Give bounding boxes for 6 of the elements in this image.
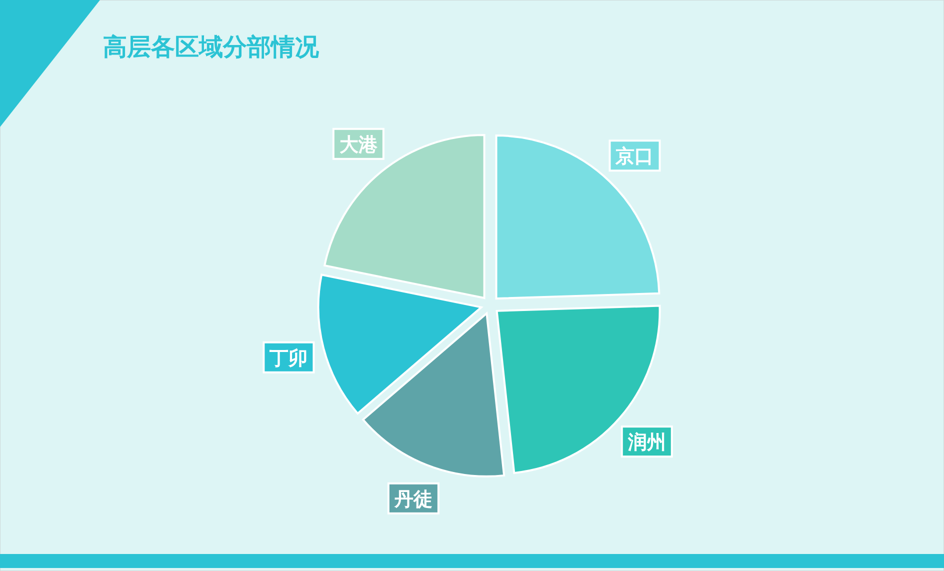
slice-label: 大港 [339, 134, 378, 156]
slice-label: 丁卯 [268, 347, 308, 370]
slice-label: 京口 [614, 146, 654, 168]
chart-title: 高层各区域分部情况 [103, 33, 320, 61]
slice-label: 丹徒 [393, 488, 432, 510]
slice-label: 润州 [626, 432, 666, 454]
